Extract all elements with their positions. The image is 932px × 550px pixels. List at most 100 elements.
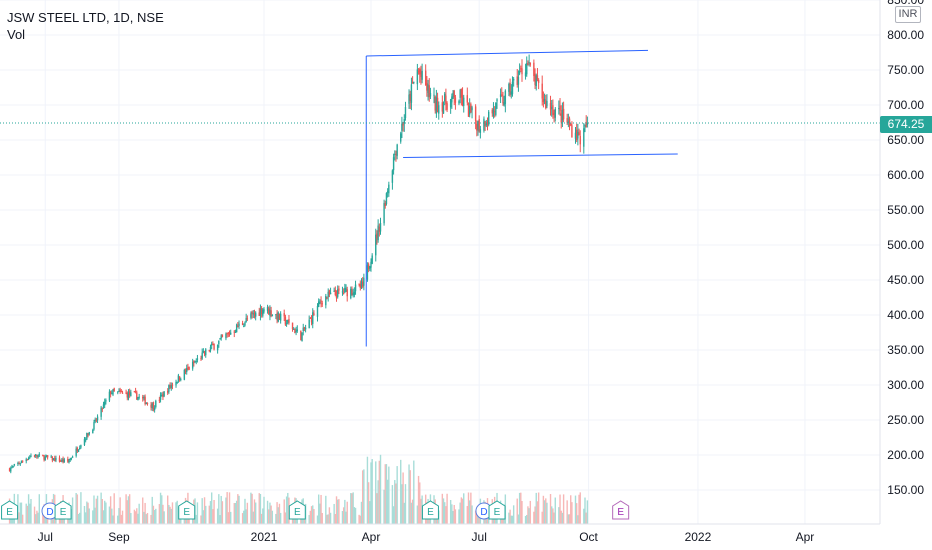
candle-body xyxy=(459,89,461,98)
volume-bar xyxy=(19,502,21,524)
volume-bar xyxy=(524,515,527,524)
event-label: E xyxy=(294,507,301,518)
candle-body xyxy=(369,266,371,269)
trendline-lower[interactable] xyxy=(403,153,678,158)
trendlines[interactable] xyxy=(365,49,678,347)
candle-body xyxy=(444,93,446,102)
volume-bar xyxy=(100,492,102,524)
volume-bar xyxy=(441,493,444,524)
candle-body xyxy=(183,369,186,380)
candle-body xyxy=(277,312,279,322)
candle-body xyxy=(420,71,422,78)
price-axis[interactable]: 150.00 200.00 250.00 300.00 350.00 400.00 450.… xyxy=(887,0,924,497)
volume-bar xyxy=(127,496,130,524)
candle-body xyxy=(46,455,49,458)
earnings-marker[interactable]: E xyxy=(1,500,19,520)
candle-body xyxy=(388,184,390,194)
volume-bar xyxy=(452,510,454,524)
volume-bar xyxy=(309,510,312,524)
volume-bar xyxy=(327,514,329,524)
candle-body xyxy=(446,103,448,110)
candle-body xyxy=(379,223,382,232)
volume-bar xyxy=(200,515,202,524)
earnings-marker[interactable]: E xyxy=(421,500,439,520)
currency-badge[interactable]: INR xyxy=(895,6,921,23)
candle-body xyxy=(120,391,123,393)
volume-bar xyxy=(238,495,240,524)
volume-bar xyxy=(144,502,146,524)
volume-bar xyxy=(155,508,157,524)
candle-body xyxy=(218,340,220,345)
candle-body xyxy=(483,118,485,131)
time-axis[interactable]: Jul Sep 2021 Apr Jul Oct 2022 Apr xyxy=(38,530,815,544)
earnings-marker[interactable]: E xyxy=(178,500,196,520)
candle-body xyxy=(520,68,522,70)
candle-body xyxy=(541,83,543,99)
time-tick-label: Apr xyxy=(362,530,381,544)
volume-bar xyxy=(220,495,222,524)
volume-bar xyxy=(369,501,371,524)
volume-bar xyxy=(136,508,138,524)
earnings-marker[interactable]: E xyxy=(54,500,72,520)
volume-bar xyxy=(574,495,577,524)
volume-bar xyxy=(125,494,127,524)
volume-bar xyxy=(516,498,518,524)
candle-body xyxy=(241,323,244,326)
candle-body xyxy=(468,106,471,115)
candle-body xyxy=(158,399,161,401)
candle-body xyxy=(400,133,402,142)
candle-body xyxy=(291,322,294,330)
earnings-marker[interactable]: E xyxy=(288,500,306,520)
candle-body xyxy=(118,390,120,392)
dividend-marker[interactable]: D xyxy=(41,502,59,520)
earnings-marker[interactable]: E xyxy=(612,500,630,520)
volume-bar xyxy=(377,480,379,524)
trendline-upper[interactable] xyxy=(366,49,649,57)
volume-bar xyxy=(359,515,361,524)
volume-label[interactable]: Vol xyxy=(7,27,26,42)
volume-bar xyxy=(461,498,464,524)
candle-body xyxy=(209,346,212,351)
candle-body xyxy=(142,396,144,399)
candle-body xyxy=(225,333,227,339)
volume-bar xyxy=(510,515,512,524)
volume-bar xyxy=(527,506,529,524)
volume-bar xyxy=(71,497,74,524)
volume-bar xyxy=(216,508,219,524)
candle-body xyxy=(378,226,381,232)
candle-body xyxy=(130,392,132,397)
volume-bar xyxy=(126,500,128,524)
volume-bar xyxy=(138,503,140,524)
earnings-marker[interactable]: E xyxy=(488,500,506,520)
volume-bar xyxy=(350,493,352,524)
candle-body xyxy=(203,351,206,354)
candle-body xyxy=(358,283,360,285)
price-tick-label: 800.00 xyxy=(887,28,924,42)
volume-bar xyxy=(253,499,256,524)
volume-bar xyxy=(208,505,211,524)
candle-body xyxy=(36,454,38,457)
candle-body xyxy=(51,456,54,461)
volume-bar xyxy=(103,500,106,524)
candle-body xyxy=(84,439,87,441)
candle-body xyxy=(250,313,252,318)
volume-bar xyxy=(341,511,344,524)
volume-bar xyxy=(478,515,480,524)
symbol-title[interactable]: JSW STEEL LTD, 1D, NSE xyxy=(7,10,164,25)
volume-bar xyxy=(320,494,322,524)
volume-bar xyxy=(417,475,420,524)
candle-body xyxy=(18,463,20,465)
candle-body xyxy=(79,447,81,450)
volume-bar xyxy=(84,512,87,524)
volume-bar xyxy=(227,512,230,524)
candle-body xyxy=(474,106,477,122)
candle-body xyxy=(485,123,488,126)
volume-bar xyxy=(310,506,313,524)
volume-bar xyxy=(326,514,328,524)
volume-bar xyxy=(218,494,220,524)
candle-body xyxy=(243,325,245,327)
candle-body xyxy=(71,456,74,458)
candle-body xyxy=(69,458,71,461)
